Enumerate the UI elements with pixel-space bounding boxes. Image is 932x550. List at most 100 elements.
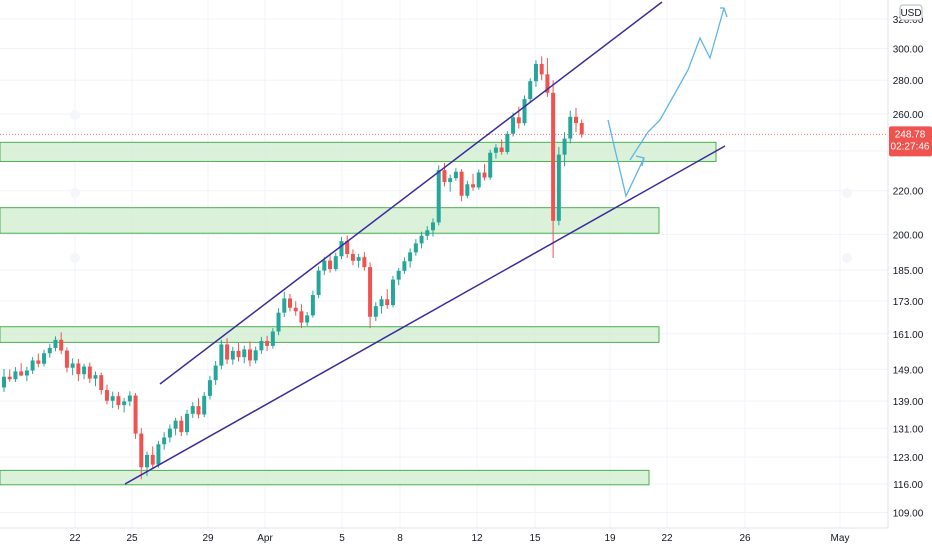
x-tick-label: 19 xyxy=(604,533,616,544)
support-resistance-zones xyxy=(0,141,717,486)
candle-body xyxy=(236,350,241,358)
candle-body xyxy=(425,230,430,236)
candle-body xyxy=(30,360,35,371)
y-tick-label: 280.00 xyxy=(893,76,924,87)
candle-body xyxy=(253,350,258,361)
candle-body xyxy=(270,331,275,346)
channel-upper-line xyxy=(159,1,663,385)
time-scale[interactable]: 22 25 29 Apr 5 8 12 15 19 22 26 May xyxy=(69,533,849,544)
candle-body xyxy=(127,395,132,402)
x-tick-label: 22 xyxy=(661,533,673,544)
y-tick-label: 300.00 xyxy=(893,45,924,56)
candle-body xyxy=(402,261,407,271)
gridlines xyxy=(0,0,888,528)
projection-arrow-up xyxy=(720,7,728,18)
candle-body xyxy=(122,401,127,406)
candles xyxy=(2,56,584,480)
x-tick-label: 15 xyxy=(529,533,541,544)
candle-body xyxy=(574,116,578,124)
candle-body xyxy=(579,123,584,135)
candle-body xyxy=(133,395,138,434)
projection-path-up xyxy=(629,7,725,161)
candle-body xyxy=(219,344,224,366)
candle-body xyxy=(190,406,195,414)
watermark-dot xyxy=(842,188,852,198)
candle-body xyxy=(488,152,493,178)
countdown-timer: 02:27:46 xyxy=(891,141,930,152)
candle-body xyxy=(179,420,184,433)
candle-body xyxy=(528,81,533,100)
x-tick-label: Apr xyxy=(257,533,273,544)
candle-body xyxy=(419,235,424,244)
watermark-dot xyxy=(842,253,852,263)
currency-button[interactable]: USD xyxy=(899,4,923,21)
zone-band xyxy=(0,469,650,486)
y-tick-label: 123.00 xyxy=(893,453,924,464)
candle-body xyxy=(47,347,52,354)
candle-body xyxy=(288,298,292,308)
candle-body xyxy=(305,315,310,323)
y-tick-label: 149.00 xyxy=(893,365,924,376)
candle-body xyxy=(465,184,470,196)
candle-body xyxy=(185,413,190,433)
candle-body xyxy=(70,363,75,368)
candle-body xyxy=(373,306,378,317)
candle-body xyxy=(2,376,6,388)
candle-body xyxy=(156,444,161,465)
x-tick-label: 29 xyxy=(202,533,214,544)
candle-body xyxy=(110,396,115,401)
candle-body xyxy=(356,257,361,261)
candle-body xyxy=(368,267,373,317)
candle-body xyxy=(282,298,287,313)
candle-body xyxy=(265,340,270,346)
projection-arrow-dip xyxy=(635,155,645,167)
candle-body xyxy=(207,380,212,396)
x-tick-label: 22 xyxy=(69,533,81,544)
candle-body xyxy=(316,270,321,296)
candle-body xyxy=(230,350,235,360)
y-tick-label: 220.00 xyxy=(893,187,924,198)
candle-body xyxy=(379,299,384,307)
candle-body xyxy=(145,454,149,468)
candle-body xyxy=(162,437,167,445)
candle-body xyxy=(562,138,567,155)
projection-path-dip xyxy=(607,119,645,198)
candle-body xyxy=(493,147,498,153)
candle-body xyxy=(7,376,12,380)
candle-body xyxy=(310,295,315,316)
y-tick-label: 161.00 xyxy=(893,330,924,341)
candle-body xyxy=(499,147,504,152)
candle-body xyxy=(247,349,252,361)
last-price-tag: 248.78 02:27:46 xyxy=(889,126,932,157)
candle-body xyxy=(202,395,207,415)
price-scale[interactable]: 320.00300.00280.00260.00240.00220.00200.… xyxy=(893,15,924,520)
candle-body xyxy=(396,270,401,280)
last-price-value: 248.78 xyxy=(895,129,926,140)
candle-body xyxy=(99,375,104,391)
candle-body xyxy=(104,390,109,401)
candle-body xyxy=(413,243,418,253)
candle-body xyxy=(556,154,561,221)
zone-band xyxy=(0,141,717,162)
watermark-dot xyxy=(70,110,80,120)
x-tick-label: May xyxy=(831,533,850,544)
candle-body xyxy=(459,171,464,196)
candle-body xyxy=(511,117,516,134)
candle-body xyxy=(299,311,304,323)
y-tick-label: 200.00 xyxy=(893,230,924,241)
y-tick-label: 109.00 xyxy=(893,509,924,520)
candle-body xyxy=(76,363,81,375)
candle-body xyxy=(93,375,98,379)
y-tick-label: 173.00 xyxy=(893,297,924,308)
candle-body xyxy=(448,178,453,183)
candle-body xyxy=(82,366,87,375)
candle-body xyxy=(173,420,178,429)
candle-body xyxy=(362,257,367,268)
zone-band xyxy=(0,207,660,234)
candle-body xyxy=(551,92,556,221)
y-tick-label: 131.00 xyxy=(893,424,924,435)
candle-body xyxy=(293,307,298,312)
candle-body xyxy=(36,360,41,364)
